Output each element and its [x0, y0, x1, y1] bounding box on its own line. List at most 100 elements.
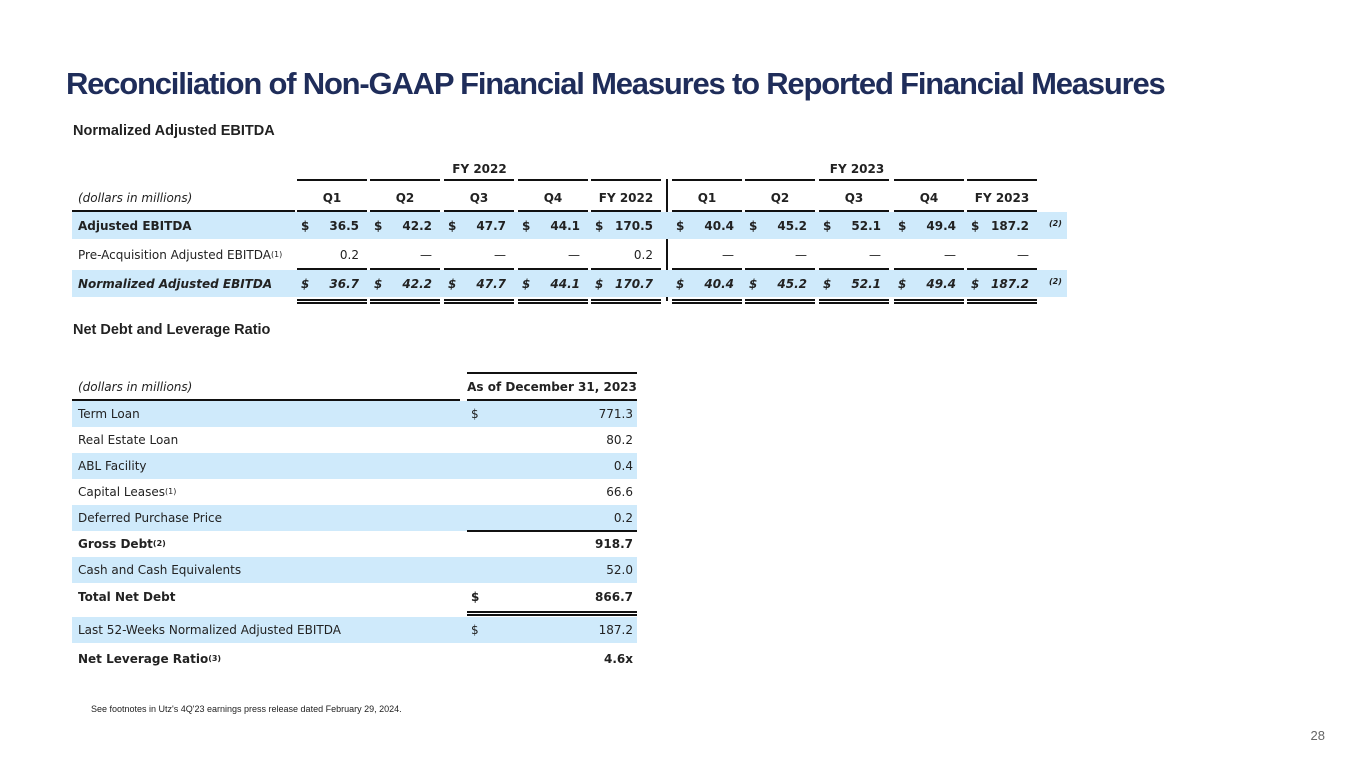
- dollar-sign: $: [823, 218, 832, 233]
- dollar-sign: $: [971, 218, 980, 233]
- table-row: Adjusted EBITDA $36.5 $42.2 $47.7 $44.1 $170.…: [72, 212, 1067, 239]
- double-rule: [297, 299, 367, 304]
- cell-value: —: [494, 247, 506, 262]
- cell-value: 52.1: [851, 218, 881, 233]
- cell-value: 40.4: [704, 218, 734, 233]
- dollar-sign: $: [595, 276, 604, 291]
- row-label: Total Net Debt: [78, 584, 175, 610]
- rule: [745, 179, 815, 181]
- cell-value: —: [795, 247, 807, 262]
- rule: [591, 210, 661, 212]
- cell-value: —: [420, 247, 432, 262]
- dollar-sign: $: [676, 276, 685, 291]
- row-label-text: Adjusted EBITDA: [78, 218, 192, 233]
- rule: [894, 268, 964, 270]
- dollar-sign: $: [301, 218, 310, 233]
- table-row: Last 52-Weeks Normalized Adjusted EBITDA…: [72, 617, 637, 643]
- column-header: Q1: [322, 190, 342, 205]
- row-label: Real Estate Loan: [78, 427, 178, 453]
- rule: [672, 268, 742, 270]
- rule: [444, 179, 514, 181]
- row-label-text: Capital Leases: [78, 485, 165, 499]
- cell-value: 45.2: [777, 276, 807, 291]
- rule: [894, 179, 964, 181]
- double-rule: [591, 299, 661, 304]
- column-header: Q3: [469, 190, 489, 205]
- rule: [672, 210, 742, 212]
- row-label: Cash and Cash Equivalents: [78, 557, 241, 583]
- cell-value: —: [1017, 247, 1029, 262]
- rule: [297, 210, 367, 212]
- row-label: Capital Leases (1): [78, 485, 177, 499]
- row-label-text: Last 52-Weeks Normalized Adjusted EBITDA: [78, 623, 341, 637]
- dollar-sign: $: [448, 218, 457, 233]
- rule: [745, 210, 815, 212]
- group-header-fy2022: FY 2022: [452, 162, 507, 176]
- rule: [518, 268, 588, 270]
- rule: [672, 179, 742, 181]
- row-label: Net Leverage Ratio (3): [78, 652, 222, 666]
- double-rule: [894, 299, 964, 304]
- double-rule: [672, 299, 742, 304]
- cell-value: 40.4: [704, 276, 734, 291]
- table-row: Net Leverage Ratio (3) 4.6x: [72, 646, 637, 672]
- rule: [967, 210, 1037, 212]
- row-label-text: Gross Debt: [78, 537, 153, 551]
- column-header: Q3: [844, 190, 864, 205]
- table-row: Real Estate Loan 80.2: [72, 427, 637, 453]
- dollar-sign: $: [374, 276, 383, 291]
- units-label: (dollars in millions): [78, 190, 193, 205]
- dollar-sign: $: [374, 218, 383, 233]
- row-label-text: Total Net Debt: [78, 590, 176, 604]
- cell-value: 42.2: [402, 218, 432, 233]
- rule: [745, 268, 815, 270]
- net-debt-table: (dollars in millions) As of December 31, …: [72, 370, 642, 680]
- dollar-sign: $: [471, 590, 480, 604]
- cell-value: 0.2: [613, 511, 633, 525]
- cell-value: 45.2: [777, 218, 807, 233]
- cell-value: 44.1: [550, 276, 580, 291]
- table-row: ABL Facility 0.4: [72, 453, 637, 479]
- table-row: Deferred Purchase Price 0.2: [72, 505, 637, 531]
- cell-value: 0.2: [339, 247, 359, 262]
- units-label: (dollars in millions): [78, 380, 193, 394]
- table-row: Capital Leases (1) 66.6: [72, 479, 637, 505]
- column-header: FY 2023: [974, 190, 1030, 205]
- period-divider: [666, 179, 668, 301]
- column-header: Q2: [395, 190, 415, 205]
- debt-heading: Net Debt and Leverage Ratio: [73, 322, 271, 338]
- row-label-text: ABL Facility: [78, 459, 147, 473]
- dollar-sign: $: [301, 276, 310, 291]
- cell-value: 49.4: [926, 218, 956, 233]
- rule: [819, 179, 889, 181]
- column-header: Q4: [919, 190, 939, 205]
- cell-value: 187.2: [991, 276, 1029, 291]
- cell-value: —: [568, 247, 580, 262]
- dollar-sign: $: [522, 276, 531, 291]
- cell-value: 170.5: [615, 218, 653, 233]
- row-label: Gross Debt (2): [78, 537, 166, 551]
- row-label: Adjusted EBITDA: [78, 212, 192, 239]
- cell-value: 771.3: [598, 407, 633, 421]
- rule: [518, 179, 588, 181]
- cell-value: 80.2: [606, 433, 633, 447]
- rule: [467, 399, 637, 401]
- cell-value: —: [869, 247, 881, 262]
- column-header: As of December 31, 2023: [467, 380, 637, 394]
- cell-value: 0.2: [633, 247, 653, 262]
- row-label-text: Term Loan: [78, 407, 140, 421]
- rule: [894, 210, 964, 212]
- footnote-ref: (2): [1049, 219, 1062, 228]
- double-rule: [370, 299, 440, 304]
- row-label: Last 52-Weeks Normalized Adjusted EBITDA: [78, 617, 341, 643]
- rule: [819, 268, 889, 270]
- row-label-text: Net Leverage Ratio: [78, 652, 209, 666]
- dollar-sign: $: [471, 623, 479, 637]
- group-header-fy2023: FY 2023: [829, 162, 885, 176]
- cell-value: 187.2: [991, 218, 1029, 233]
- cell-value: 52.1: [851, 276, 881, 291]
- cell-value: 52.0: [606, 563, 633, 577]
- cell-value: 66.6: [606, 485, 633, 499]
- cell-value: 42.2: [402, 276, 432, 291]
- cell-value: 36.5: [329, 218, 359, 233]
